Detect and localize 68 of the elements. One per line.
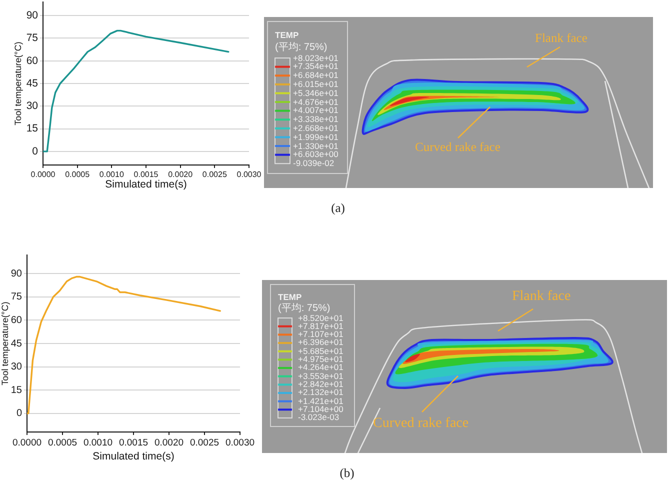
text: (平均: 75%) <box>275 42 328 52</box>
text: +8.520e+01 <box>298 312 344 322</box>
y-tick-label: 0 <box>16 408 22 420</box>
text: +1.330e+01 <box>293 140 338 150</box>
text: +4.007e+01 <box>293 105 338 116</box>
text: +3.553e+01 <box>298 370 344 381</box>
text: +7.817e+01 <box>298 320 344 331</box>
text: +8.023e+01 <box>293 52 338 62</box>
text: +7.104e+00 <box>298 404 344 414</box>
x-tick-label: 0.0000 <box>30 170 56 180</box>
text: -9.039e-02 <box>293 158 334 168</box>
text: TEMP <box>278 292 302 302</box>
x-tick-label: 0.0020 <box>168 170 194 180</box>
text: (b) <box>340 466 354 480</box>
text: +1.421e+01 <box>298 396 344 406</box>
text: +2.842e+01 <box>298 379 344 390</box>
text: +3.338e+01 <box>293 114 338 124</box>
text: -3.023e-03 <box>298 412 340 422</box>
text: +6.396e+01 <box>298 337 344 348</box>
text: +7.107e+01 <box>298 329 344 340</box>
y-tick-label: 90 <box>10 268 22 280</box>
x-tick-label: 0.0025 <box>190 437 220 448</box>
x-tick-label: 0.0020 <box>154 437 184 448</box>
text: +1.999e+01 <box>293 132 338 142</box>
text: +7.354e+01 <box>293 61 338 72</box>
text: +6.015e+01 <box>293 78 338 89</box>
text: Curved rake face <box>373 416 469 431</box>
y-tick-label: 15 <box>26 122 38 135</box>
y-tick-label: 45 <box>26 77 38 90</box>
y-axis-title: Tool temperature(°C) <box>0 302 10 386</box>
text: TEMP <box>275 30 299 40</box>
x-tick-label: 0.0030 <box>236 170 262 180</box>
text: Curved rake face <box>415 140 500 154</box>
x-tick-label: 0.0030 <box>225 437 255 448</box>
text: +2.668e+01 <box>293 122 338 133</box>
y-tick-label: 75 <box>10 292 22 303</box>
y-tick-label: 60 <box>10 314 22 326</box>
text: +5.346e+01 <box>293 88 338 98</box>
y-tick-label: 30 <box>26 100 38 112</box>
y-tick-label: 60 <box>26 54 38 67</box>
y-tick-label: 30 <box>10 362 22 373</box>
x-axis-title: Simulated time(s) <box>92 450 174 463</box>
x-tick-label: 0.0025 <box>202 170 228 180</box>
text: +4.975e+01 <box>298 354 344 364</box>
x-tick-label: 0.0010 <box>99 170 124 180</box>
y-axis-title: Tool temperature(°C) <box>12 42 23 126</box>
x-tick-label: 0.0015 <box>118 437 148 448</box>
y-tick-label: 15 <box>10 384 22 396</box>
x-tick-label: 0.0005 <box>65 170 90 180</box>
x-axis-title: Simulated time(s) <box>105 178 187 191</box>
x-tick-label: 0.0000 <box>12 437 42 448</box>
text: +4.264e+01 <box>298 362 344 372</box>
y-tick-label: 90 <box>26 9 38 22</box>
text: Flank face <box>512 289 571 304</box>
y-tick-label: 45 <box>10 338 22 350</box>
text: +5.685e+01 <box>298 346 344 356</box>
y-tick-label: 75 <box>26 32 38 44</box>
text: (a) <box>331 200 345 214</box>
text: +6.603e+00 <box>293 149 338 160</box>
y-tick-label: 0 <box>32 145 38 158</box>
text: +2.132e+01 <box>298 387 344 398</box>
x-tick-label: 0.0010 <box>83 437 113 448</box>
x-tick-label: 0.0005 <box>48 437 78 448</box>
text: +4.676e+01 <box>293 96 338 106</box>
text: +6.684e+01 <box>293 70 338 80</box>
x-tick-label: 0.0015 <box>134 170 159 180</box>
text: Flank face <box>535 30 588 45</box>
text: (平均: 75%) <box>278 302 330 314</box>
